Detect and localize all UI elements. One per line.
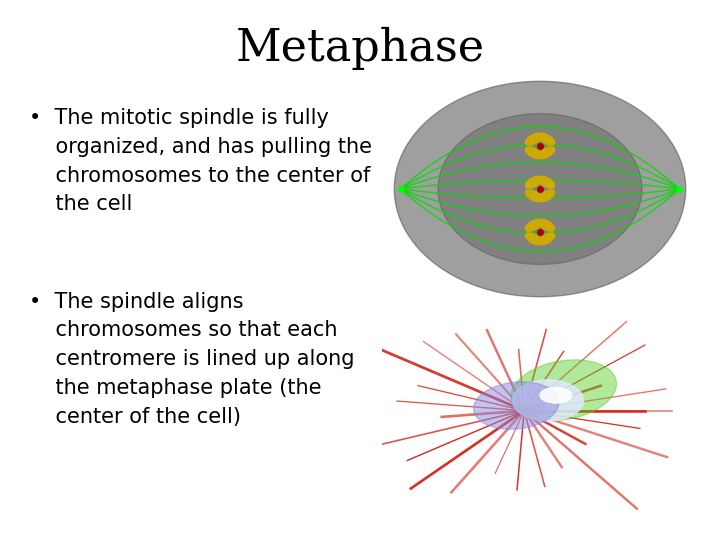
Ellipse shape	[474, 382, 559, 429]
Polygon shape	[395, 82, 685, 296]
Ellipse shape	[526, 176, 542, 188]
Polygon shape	[438, 113, 642, 265]
Ellipse shape	[538, 219, 554, 231]
Ellipse shape	[538, 147, 554, 159]
Ellipse shape	[526, 133, 542, 145]
Text: •  The mitotic spindle is fully
    organized, and has pulling the
    chromosom: • The mitotic spindle is fully organized…	[29, 108, 372, 214]
Ellipse shape	[513, 380, 583, 421]
Ellipse shape	[538, 133, 554, 145]
Ellipse shape	[511, 360, 616, 421]
Ellipse shape	[526, 233, 542, 245]
Ellipse shape	[540, 388, 572, 403]
Ellipse shape	[526, 147, 542, 159]
Text: Metaphase: Metaphase	[235, 27, 485, 70]
Ellipse shape	[526, 190, 542, 202]
Text: •  The spindle aligns
    chromosomes so that each
    centromere is lined up al: • The spindle aligns chromosomes so that…	[29, 292, 354, 427]
Ellipse shape	[538, 190, 554, 202]
Ellipse shape	[526, 219, 542, 231]
Ellipse shape	[538, 233, 554, 245]
Ellipse shape	[538, 176, 554, 188]
